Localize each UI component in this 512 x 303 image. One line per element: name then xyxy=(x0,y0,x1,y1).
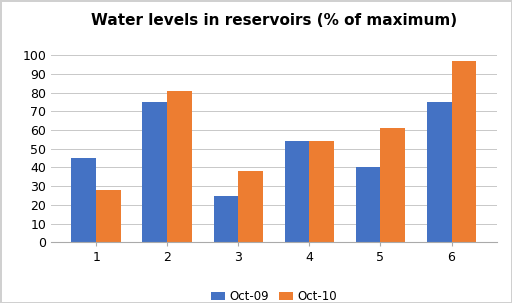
Legend: Oct-09, Oct-10: Oct-09, Oct-10 xyxy=(206,285,342,303)
Bar xyxy=(380,128,406,242)
Bar xyxy=(72,158,96,242)
Bar xyxy=(452,61,476,242)
Bar xyxy=(239,171,263,242)
Bar xyxy=(426,102,452,242)
Bar xyxy=(142,102,167,242)
Title: Water levels in reservoirs (% of maximum): Water levels in reservoirs (% of maximum… xyxy=(91,13,457,28)
Bar xyxy=(356,168,380,242)
Bar xyxy=(96,190,121,242)
Bar xyxy=(167,91,192,242)
Bar xyxy=(309,141,334,242)
Bar xyxy=(285,141,309,242)
Bar xyxy=(214,195,239,242)
